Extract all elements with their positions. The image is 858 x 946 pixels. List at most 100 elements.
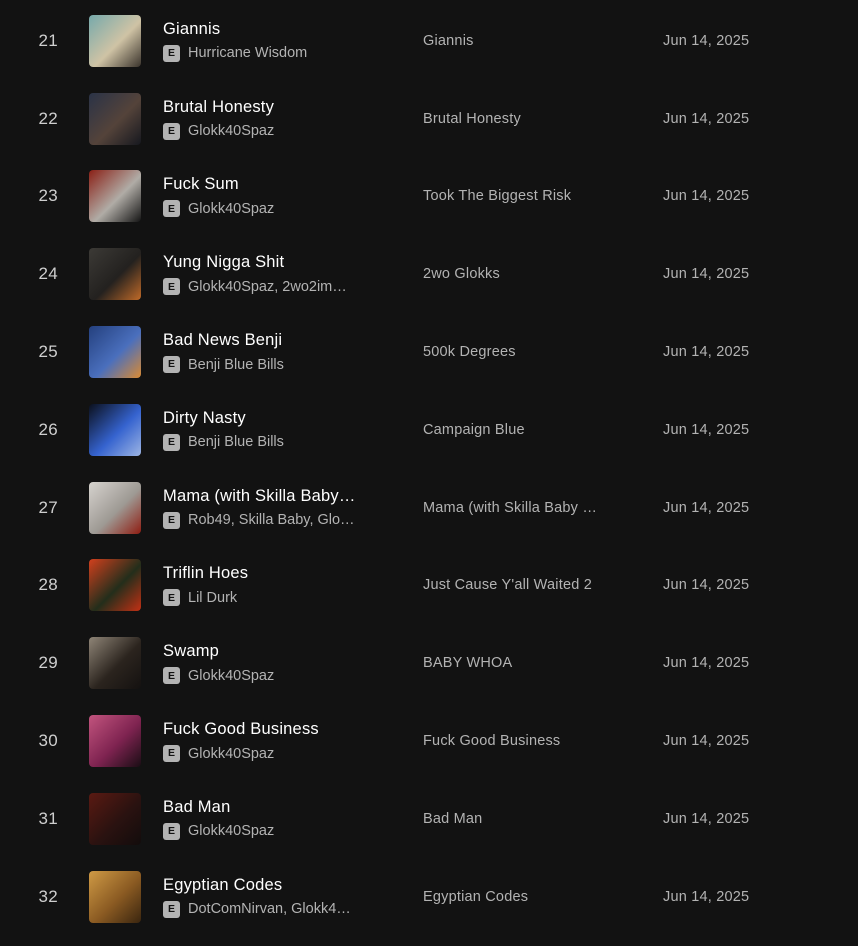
date-added: Jun 14, 2025 xyxy=(663,421,750,438)
track-artists[interactable]: Glokk40Spaz, 2wo2im… xyxy=(188,278,347,295)
explicit-badge: E xyxy=(163,745,180,763)
track-row[interactable]: 28 Triflin Hoes E Lil Durk Just Cause Y'… xyxy=(0,547,858,625)
explicit-badge: E xyxy=(163,667,180,685)
track-subtitle: E Lil Durk xyxy=(163,589,423,607)
track-subtitle: E Glokk40Spaz xyxy=(163,667,423,685)
track-artists[interactable]: Glokk40Spaz xyxy=(188,123,275,140)
track-info: Yung Nigga Shit E Glokk40Spaz, 2wo2im… xyxy=(163,253,423,296)
album-name[interactable]: Fuck Good Business xyxy=(423,733,561,750)
explicit-badge: E xyxy=(163,589,180,607)
track-artists[interactable]: DotComNirvan, Glokk4… xyxy=(188,901,351,918)
track-subtitle: E DotComNirvan, Glokk4… xyxy=(163,900,423,918)
album-art xyxy=(89,559,141,612)
track-artists[interactable]: Glokk40Spaz xyxy=(188,667,275,684)
track-artists[interactable]: Glokk40Spaz xyxy=(188,745,275,762)
album-art xyxy=(89,715,141,768)
album-name[interactable]: Took The Biggest Risk xyxy=(423,188,572,205)
track-title[interactable]: Bad News Benji xyxy=(163,331,283,350)
track-row[interactable]: 21 Giannis E Hurricane Wisdom Giannis Ju… xyxy=(0,2,858,80)
album-art xyxy=(89,637,141,690)
track-subtitle: E Glokk40Spaz xyxy=(163,745,423,763)
track-title[interactable]: Yung Nigga Shit xyxy=(163,253,285,272)
album-name[interactable]: 500k Degrees xyxy=(423,344,516,361)
album-name[interactable]: Just Cause Y'all Waited 2 xyxy=(423,577,592,594)
track-number: 29 xyxy=(38,653,58,673)
track-info: Egyptian Codes E DotComNirvan, Glokk4… xyxy=(163,876,423,918)
explicit-badge: E xyxy=(163,44,180,62)
track-artists[interactable]: Benji Blue Bills xyxy=(188,434,284,451)
album-name[interactable]: Egyptian Codes xyxy=(423,888,529,905)
date-added: Jun 14, 2025 xyxy=(663,188,750,205)
date-added: Jun 14, 2025 xyxy=(663,655,750,672)
date-added: Jun 14, 2025 xyxy=(663,733,750,750)
album-name[interactable]: Bad Man xyxy=(423,810,483,827)
track-row[interactable]: 25 Bad News Benji E Benji Blue Bills 500… xyxy=(0,313,858,391)
track-info: Dirty Nasty E Benji Blue Bills xyxy=(163,409,423,451)
explicit-badge: E xyxy=(163,511,180,529)
track-row[interactable]: 30 Fuck Good Business E Glokk40Spaz Fuck… xyxy=(0,702,858,780)
album-name[interactable]: Mama (with Skilla Baby … xyxy=(423,499,598,516)
album-name[interactable]: Giannis xyxy=(423,32,474,49)
track-subtitle: E Hurricane Wisdom xyxy=(163,44,423,62)
track-number: 31 xyxy=(38,808,58,828)
track-title[interactable]: Dirty Nasty xyxy=(163,408,246,427)
track-title[interactable]: Fuck Good Business xyxy=(163,720,319,739)
track-info: Bad News Benji E Benji Blue Bills xyxy=(163,331,423,374)
album-art xyxy=(89,481,141,534)
track-subtitle: E Benji Blue Bills xyxy=(163,433,423,451)
track-title[interactable]: Mama (with Skilla Baby… xyxy=(163,486,356,505)
track-row[interactable]: 22 Brutal Honesty E Glokk40Spaz Brutal H… xyxy=(0,80,858,158)
track-title[interactable]: Egyptian Codes xyxy=(163,875,283,894)
album-name[interactable]: Brutal Honesty xyxy=(423,110,521,127)
track-title[interactable]: Bad Man xyxy=(163,797,231,816)
track-row[interactable]: 24 Yung Nigga Shit E Glokk40Spaz, 2wo2im… xyxy=(0,235,858,313)
track-row[interactable]: 32 Egyptian Codes E DotComNirvan, Glokk4… xyxy=(0,858,858,936)
album-name[interactable]: Campaign Blue xyxy=(423,421,525,438)
track-info: Mama (with Skilla Baby… E Rob49, Skilla … xyxy=(163,487,423,529)
track-title[interactable]: Giannis xyxy=(163,19,221,38)
track-info: Bad Man E Glokk40Spaz xyxy=(163,798,423,840)
track-artists[interactable]: Glokk40Spaz xyxy=(188,200,275,217)
date-added: Jun 14, 2025 xyxy=(663,266,750,283)
track-row[interactable]: 23 Fuck Sum E Glokk40Spaz Took The Bigge… xyxy=(0,158,858,236)
track-subtitle: E Benji Blue Bills xyxy=(163,356,423,374)
track-info: Fuck Good Business E Glokk40Spaz xyxy=(163,720,423,763)
track-title[interactable]: Brutal Honesty xyxy=(163,97,275,116)
track-row[interactable]: 26 Dirty Nasty E Benji Blue Bills Campai… xyxy=(0,391,858,469)
track-title[interactable]: Swamp xyxy=(163,642,220,661)
track-number: 32 xyxy=(38,886,58,906)
track-number: 22 xyxy=(38,108,58,128)
track-artists[interactable]: Benji Blue Bills xyxy=(188,356,284,373)
album-art xyxy=(89,248,141,301)
track-artists[interactable]: Lil Durk xyxy=(188,589,238,606)
track-number: 24 xyxy=(38,264,58,284)
explicit-badge: E xyxy=(163,122,180,140)
track-title[interactable]: Fuck Sum xyxy=(163,175,239,194)
track-number: 21 xyxy=(38,30,58,50)
album-art xyxy=(89,14,141,67)
track-row[interactable]: 31 Bad Man E Glokk40Spaz Bad Man Jun 14,… xyxy=(0,780,858,858)
track-artists[interactable]: Rob49, Skilla Baby, Glo… xyxy=(188,512,355,529)
track-number: 26 xyxy=(38,419,58,439)
track-artists[interactable]: Glokk40Spaz xyxy=(188,823,275,840)
album-name[interactable]: 2wo Glokks xyxy=(423,266,500,283)
album-art xyxy=(89,326,141,379)
track-number: 28 xyxy=(38,575,58,595)
track-info: Triflin Hoes E Lil Durk xyxy=(163,564,423,607)
track-row[interactable]: 27 Mama (with Skilla Baby… E Rob49, Skil… xyxy=(0,469,858,547)
explicit-badge: E xyxy=(163,278,180,296)
explicit-badge: E xyxy=(163,433,180,451)
album-art xyxy=(89,792,141,845)
album-name[interactable]: BABY WHOA xyxy=(423,655,513,672)
explicit-badge: E xyxy=(163,200,180,218)
explicit-badge: E xyxy=(163,356,180,374)
track-subtitle: E Glokk40Spaz xyxy=(163,122,423,140)
date-added: Jun 14, 2025 xyxy=(663,577,750,594)
track-subtitle: E Glokk40Spaz, 2wo2im… xyxy=(163,278,423,296)
track-row[interactable]: 29 Swamp E Glokk40Spaz BABY WHOA Jun 14,… xyxy=(0,624,858,702)
track-title[interactable]: Triflin Hoes xyxy=(163,564,249,583)
track-number: 30 xyxy=(38,731,58,751)
track-info: Fuck Sum E Glokk40Spaz xyxy=(163,175,423,218)
album-art xyxy=(89,170,141,223)
track-artists[interactable]: Hurricane Wisdom xyxy=(188,45,308,62)
